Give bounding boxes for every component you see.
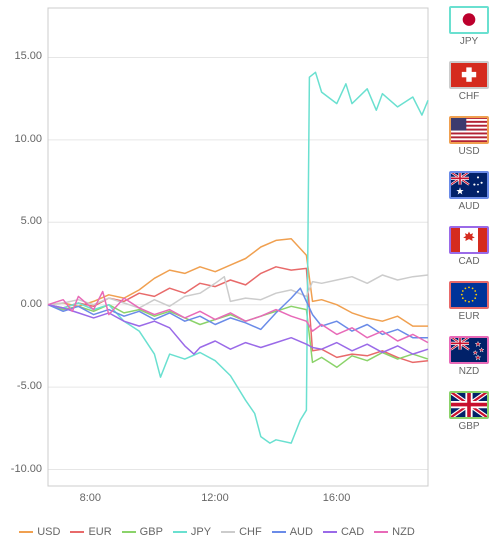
legend-swatch	[323, 531, 337, 533]
x-tick-label: 16:00	[323, 492, 351, 504]
flag-icon-gb	[449, 391, 489, 419]
legend-item[interactable]: USD	[19, 526, 60, 538]
currency-code-label: JPY	[460, 36, 478, 47]
legend-item[interactable]: CHF	[221, 526, 262, 538]
legend-label: USD	[37, 526, 60, 538]
currency-code-label: AUD	[458, 201, 479, 212]
legend-label: AUD	[290, 526, 313, 538]
y-tick-label: 5.00	[21, 215, 42, 227]
y-tick-label: -5.00	[17, 380, 42, 392]
legend-item[interactable]: EUR	[70, 526, 111, 538]
currency-code-label: CAD	[458, 256, 479, 267]
flag-icon-au	[449, 171, 489, 199]
legend-swatch	[272, 531, 286, 533]
y-tick-label: 0.00	[21, 298, 42, 310]
currency-selector: JPY CHF USD AUD CAD EUR NZD GBP	[442, 6, 496, 432]
legend-swatch	[173, 531, 187, 533]
legend-label: CHF	[239, 526, 262, 538]
flag-icon-us	[449, 116, 489, 144]
currency-code-label: NZD	[459, 366, 480, 377]
currency-button-cad[interactable]: CAD	[442, 226, 496, 267]
legend-swatch	[221, 531, 235, 533]
legend-item[interactable]: GBP	[122, 526, 163, 538]
currency-code-label: CHF	[459, 91, 480, 102]
legend-label: JPY	[191, 526, 211, 538]
legend-swatch	[374, 531, 388, 533]
currency-button-jpy[interactable]: JPY	[442, 6, 496, 47]
legend-item[interactable]: CAD	[323, 526, 364, 538]
legend-item[interactable]: JPY	[173, 526, 211, 538]
chart-area: -10.00 -5.00 0.00 5.00 10.00 15.00 8:00 12:00 16…	[0, 0, 434, 546]
legend: USD EUR GBP JPY CHF AUD CAD NZD	[0, 518, 434, 546]
y-tick-label: 15.00	[14, 50, 42, 62]
currency-button-nzd[interactable]: NZD	[442, 336, 496, 377]
y-tick-label: -10.00	[11, 463, 42, 475]
legend-item[interactable]: NZD	[374, 526, 415, 538]
currency-button-usd[interactable]: USD	[442, 116, 496, 157]
currency-button-chf[interactable]: CHF	[442, 61, 496, 102]
currency-button-gbp[interactable]: GBP	[442, 391, 496, 432]
flag-icon-ch	[449, 61, 489, 89]
legend-label: NZD	[392, 526, 415, 538]
legend-label: EUR	[88, 526, 111, 538]
y-tick-label: 10.00	[14, 133, 42, 145]
currency-button-aud[interactable]: AUD	[442, 171, 496, 212]
legend-swatch	[122, 531, 136, 533]
flag-icon-nz	[449, 336, 489, 364]
x-tick-label: 8:00	[80, 492, 101, 504]
legend-label: CAD	[341, 526, 364, 538]
legend-label: GBP	[140, 526, 163, 538]
currency-code-label: EUR	[458, 311, 479, 322]
legend-item[interactable]: AUD	[272, 526, 313, 538]
currency-button-eur[interactable]: EUR	[442, 281, 496, 322]
x-tick-label: 12:00	[201, 492, 229, 504]
flag-icon-ca	[449, 226, 489, 254]
flag-icon-jp	[449, 6, 489, 34]
currency-code-label: USD	[458, 146, 479, 157]
legend-swatch	[19, 531, 33, 533]
line-chart	[0, 0, 434, 518]
currency-code-label: GBP	[458, 421, 479, 432]
legend-swatch	[70, 531, 84, 533]
flag-icon-eu	[449, 281, 489, 309]
